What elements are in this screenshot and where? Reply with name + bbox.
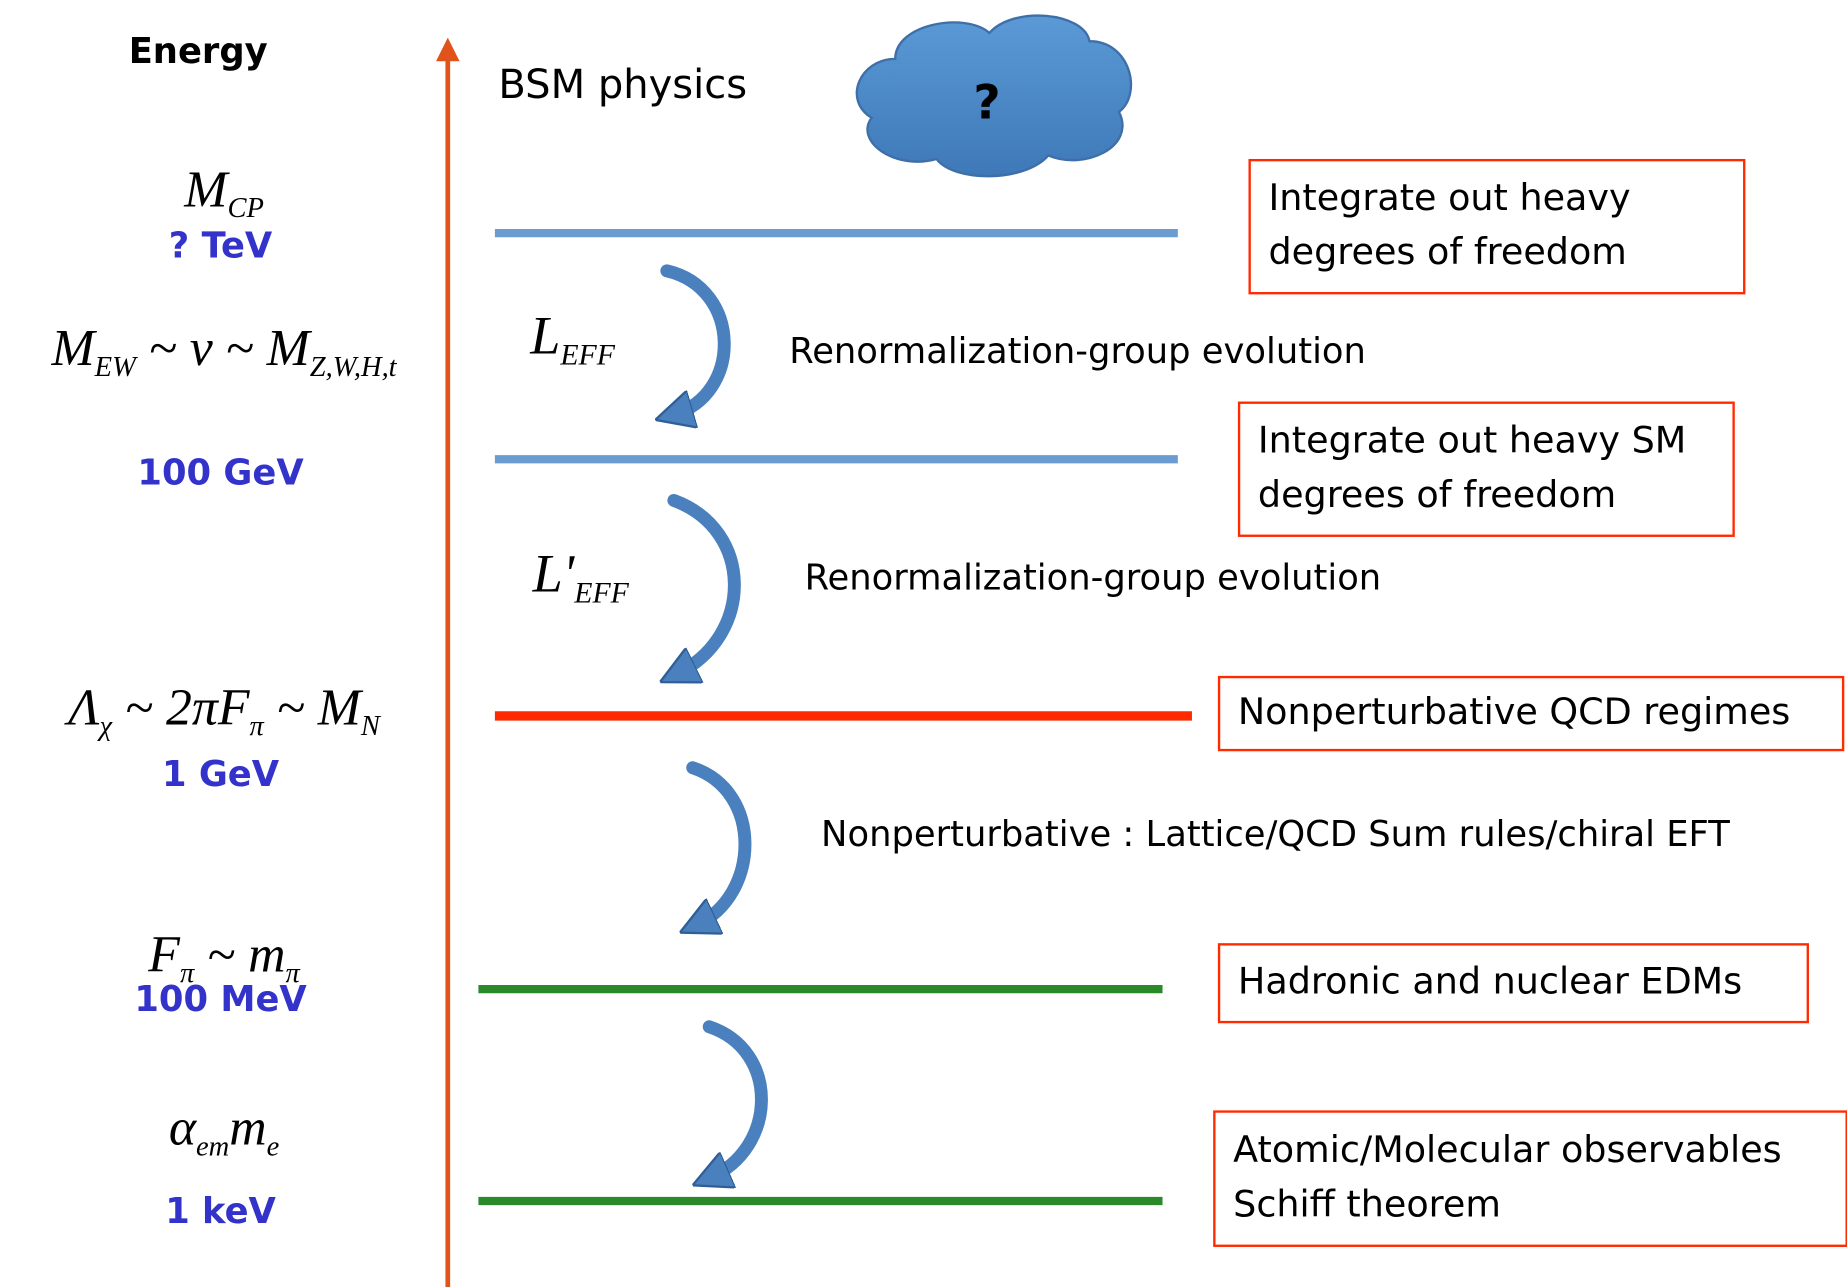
- energy-label: 100 MeV: [134, 979, 307, 1020]
- energy-label: 1 keV: [165, 1191, 276, 1232]
- math-subscript: e: [267, 1131, 280, 1162]
- math-main: ~ m: [194, 927, 285, 984]
- evolution-arrow: [667, 271, 724, 415]
- box-text: Nonperturbative QCD regimes: [1238, 690, 1790, 733]
- math-label: αemme: [169, 1100, 279, 1162]
- math-main: ~ 2πF: [112, 679, 251, 736]
- math-subscript: π: [250, 710, 265, 741]
- math-subscript: CP: [227, 192, 263, 223]
- math-main: ~ v ~ M: [136, 320, 313, 377]
- math-main: F: [147, 927, 181, 984]
- math-subscript: χ: [97, 710, 114, 741]
- box-text: degrees of freedom: [1258, 473, 1616, 516]
- page: Energy BSM physics ? MCP? TeVMEW ~ v ~ M…: [0, 0, 1847, 1287]
- axis-arrowhead: [436, 38, 460, 62]
- math-main: Λ: [63, 679, 99, 736]
- math-subscript: EFF: [573, 576, 629, 609]
- box-text: Hadronic and nuclear EDMs: [1238, 960, 1742, 1003]
- box-text: Schiff theorem: [1233, 1182, 1501, 1225]
- energy-label: 100 GeV: [137, 453, 304, 494]
- cloud-label: ?: [973, 75, 1000, 130]
- math-subscript: em: [196, 1131, 229, 1162]
- energy-label: ? TeV: [169, 225, 273, 266]
- energy-label: 1 GeV: [162, 754, 280, 795]
- box-text: Integrate out heavy SM: [1258, 419, 1686, 462]
- axis-label: Energy: [129, 31, 268, 72]
- math-label: MCP: [183, 161, 264, 223]
- math-subscript: Z,W,H,t: [310, 351, 398, 382]
- diagram: Energy BSM physics ? MCP? TeVMEW ~ v ~ M…: [0, 0, 1847, 1287]
- box-text: degrees of freedom: [1269, 230, 1627, 273]
- box-text: Atomic/Molecular observables: [1233, 1128, 1782, 1171]
- evolution-label: Renormalization-group evolution: [805, 557, 1382, 598]
- math-subscript: N: [360, 710, 382, 741]
- math-label: LEFF: [529, 306, 616, 372]
- math-main: M: [183, 161, 230, 218]
- math-subscript: EFF: [559, 339, 615, 372]
- math-label: L'EFF: [532, 544, 630, 610]
- evolution-label: Nonperturbative : Lattice/QCD Sum rules/…: [821, 814, 1730, 855]
- evolution-arrow: [693, 768, 745, 925]
- math-main: ~ M: [264, 679, 364, 736]
- evolution-arrow: [674, 500, 735, 673]
- math-subscript: EW: [94, 351, 138, 382]
- math-label: MEW ~ v ~ MZ,W,H,t: [51, 320, 398, 382]
- box-text: Integrate out heavy: [1269, 176, 1631, 219]
- math-main: M: [51, 320, 98, 377]
- evolution-arrow: [709, 1027, 761, 1178]
- math-main: L: [529, 306, 560, 366]
- evolution-label: Renormalization-group evolution: [789, 331, 1366, 372]
- math-main: L': [532, 544, 576, 604]
- math-main: α: [169, 1100, 198, 1157]
- math-main: m: [229, 1100, 266, 1157]
- bsm-label: BSM physics: [498, 62, 747, 108]
- math-label: Λχ ~ 2πFπ ~ MN: [63, 679, 382, 741]
